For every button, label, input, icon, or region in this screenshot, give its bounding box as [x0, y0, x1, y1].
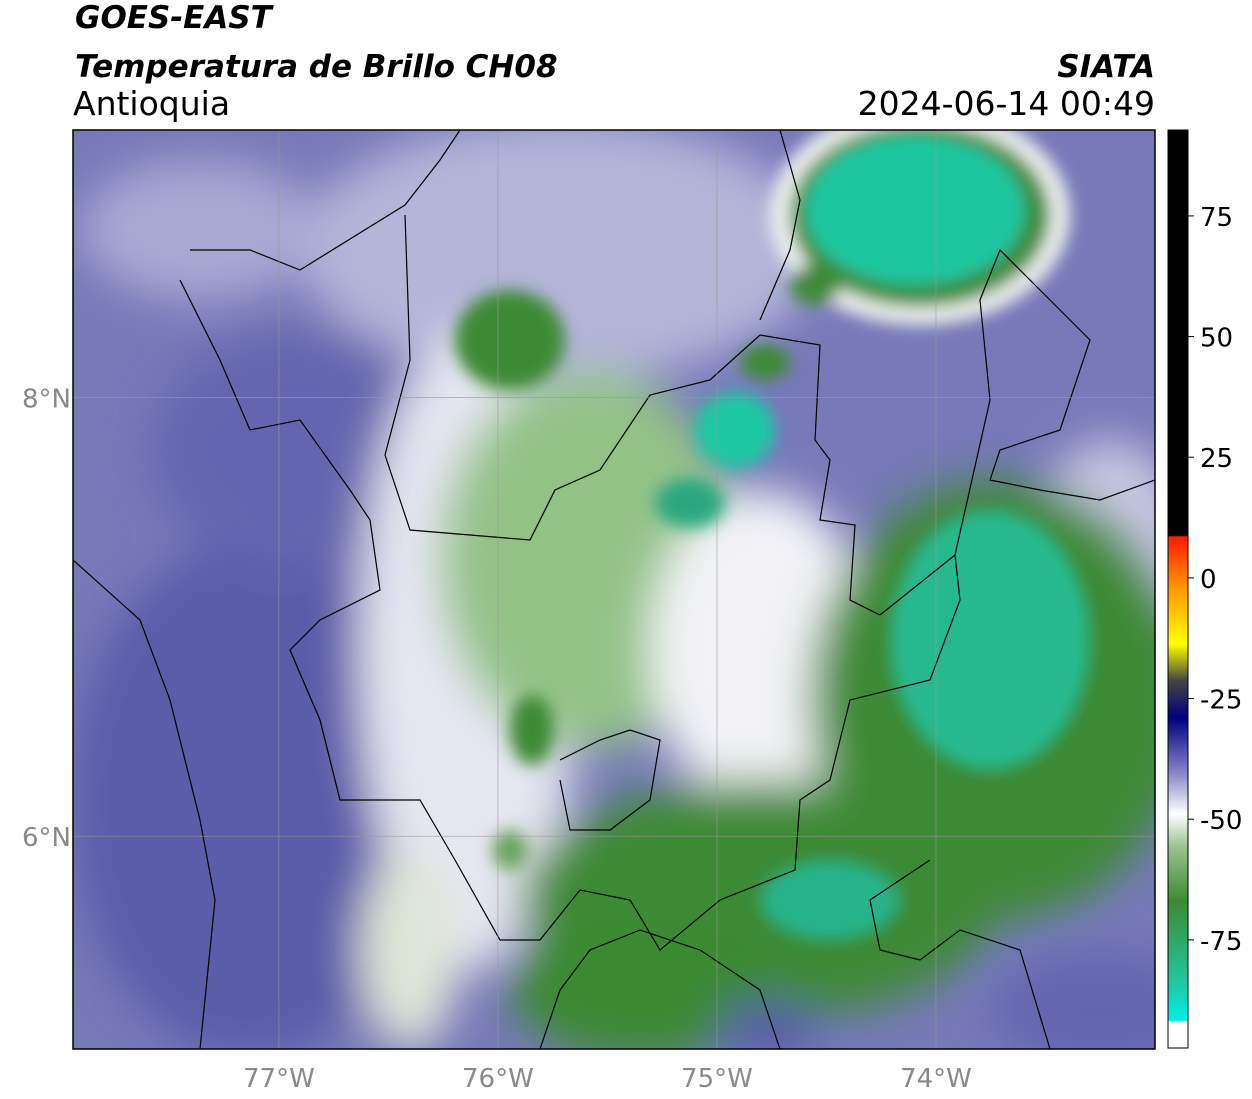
- source: SIATA: [1057, 49, 1155, 85]
- title: GOES-EAST: [75, 0, 275, 36]
- map-frame: [72, 129, 1156, 1050]
- y-tick-label: 6°N: [22, 823, 71, 853]
- grid: [73, 130, 1155, 1049]
- colorbar-tick-label: 25: [1200, 444, 1233, 474]
- boundaries: [73, 130, 1155, 1049]
- x-tick-label: 75°W: [681, 1064, 753, 1094]
- colorbar-tick-label: 0: [1200, 565, 1217, 595]
- colorbar-tick-label: 75: [1200, 203, 1233, 233]
- datetime: 2024-06-14 00:49: [858, 84, 1155, 123]
- y-tick-label: 8°N: [22, 385, 71, 415]
- colorbar-tick-label: -75: [1200, 927, 1242, 957]
- x-tick-label: 77°W: [243, 1064, 315, 1094]
- x-tick-label: 74°W: [900, 1064, 972, 1094]
- x-tick-label: 76°W: [462, 1064, 534, 1094]
- region: Antioquia: [73, 84, 230, 123]
- satellite-image: [73, 130, 1155, 1049]
- colorbar-tick-label: -50: [1200, 806, 1242, 836]
- colorbar: [1167, 129, 1189, 1049]
- colorbar-tick-label: 50: [1200, 324, 1233, 354]
- subtitle: Temperatura de Brillo CH08: [75, 49, 558, 85]
- colorbar-tick-label: -25: [1200, 686, 1242, 716]
